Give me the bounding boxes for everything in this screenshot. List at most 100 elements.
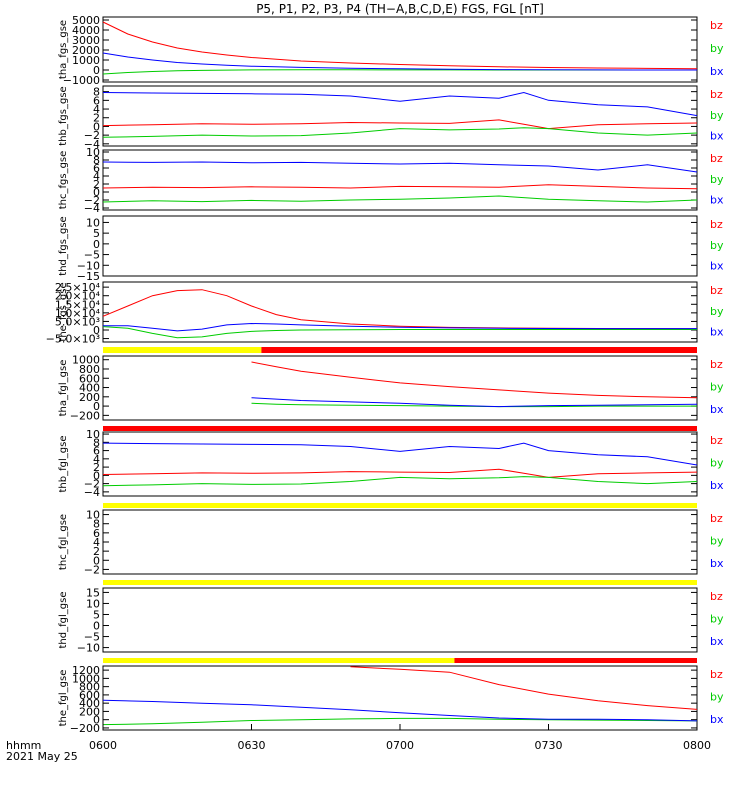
date-label: 2021 May 25 bbox=[6, 750, 78, 763]
y-axis-label: thb_fgl_gse bbox=[58, 436, 69, 493]
y-tick-label: −4 bbox=[84, 486, 100, 499]
flag-segment-red bbox=[454, 658, 697, 663]
legend-bx: bx bbox=[710, 65, 724, 78]
figure-title: P5, P1, P2, P3, P4 (TH−A,B,C,D,E) FGS, F… bbox=[256, 2, 544, 16]
legend-bz: bz bbox=[710, 19, 723, 32]
series-bx bbox=[102, 91, 698, 117]
legend-bz: bz bbox=[710, 512, 723, 525]
panel-frame bbox=[102, 149, 698, 211]
y-tick-label: 3000 bbox=[72, 34, 100, 47]
legend-bx: bx bbox=[710, 635, 724, 648]
y-tick-label: 6 bbox=[93, 527, 100, 540]
series-bz bbox=[102, 119, 698, 130]
series-bz bbox=[102, 289, 698, 330]
series-bz bbox=[102, 21, 698, 70]
y-tick-label: 800 bbox=[79, 363, 100, 376]
legend-by: by bbox=[710, 457, 724, 470]
y-tick-label: 1.0×10⁴ bbox=[55, 307, 101, 320]
series-by bbox=[102, 326, 697, 339]
y-tick-label: 1200 bbox=[72, 664, 100, 677]
panel-frame bbox=[102, 355, 698, 421]
y-tick-label: 10 bbox=[86, 216, 100, 229]
panel-frame bbox=[102, 587, 698, 653]
y-tick-label: 6 bbox=[93, 94, 100, 107]
x-unit-label: hhmm bbox=[6, 739, 41, 752]
y-tick-label: −2 bbox=[84, 129, 100, 142]
series-bx bbox=[103, 322, 697, 332]
y-axis-label: tha_fgs_gse bbox=[58, 20, 69, 79]
legend-bz: bz bbox=[710, 152, 723, 165]
legend-bz: bz bbox=[710, 668, 723, 681]
y-axis-label: thc_fgs_gse bbox=[58, 151, 69, 210]
y-tick-label: 5 bbox=[93, 227, 100, 240]
legend-bx: bx bbox=[710, 326, 724, 339]
x-tick-label: 0600 bbox=[89, 739, 117, 752]
legend-by: by bbox=[710, 613, 724, 626]
y-axis-label: thb_fgs_gse bbox=[58, 86, 69, 145]
panel-frame bbox=[102, 509, 698, 575]
panel-frame bbox=[102, 85, 698, 147]
y-tick-label: 8 bbox=[93, 436, 100, 449]
y-tick-label: 200 bbox=[79, 705, 100, 718]
y-tick-label: 0 bbox=[93, 64, 100, 77]
panel-frame bbox=[102, 16, 698, 83]
series-by bbox=[251, 402, 697, 408]
y-tick-label: 10 bbox=[86, 146, 100, 159]
panel-frame bbox=[102, 281, 698, 343]
series-by bbox=[102, 476, 698, 487]
y-tick-label: 0 bbox=[93, 714, 100, 727]
legend-bz: bz bbox=[710, 218, 723, 231]
legend-by: by bbox=[710, 535, 724, 548]
y-tick-label: 600 bbox=[79, 372, 100, 385]
y-tick-label: 1.5×10⁴ bbox=[55, 298, 101, 311]
y-tick-label: 1000 bbox=[72, 354, 100, 367]
y-tick-label: 0 bbox=[93, 400, 100, 413]
series-bz bbox=[350, 666, 698, 710]
legend-bx: bx bbox=[710, 130, 724, 143]
y-tick-label: 10 bbox=[86, 428, 100, 441]
y-tick-label: 5.0×10³ bbox=[55, 315, 100, 328]
y-tick-label: 0 bbox=[93, 554, 100, 567]
y-tick-label: 0 bbox=[93, 469, 100, 482]
y-tick-label: 0 bbox=[93, 238, 100, 251]
series-by bbox=[102, 127, 698, 138]
y-tick-label: 4 bbox=[93, 170, 100, 183]
legend-by: by bbox=[710, 381, 724, 394]
y-tick-label: 0 bbox=[93, 120, 100, 133]
y-tick-label: −5 bbox=[84, 249, 100, 262]
flag-bars bbox=[103, 347, 697, 663]
panel-the_fgs_gse: 2.5×10⁴2.0×10⁴1.5×10⁴1.0×10⁴5.0×10³0−5.0… bbox=[46, 281, 724, 345]
legend-bx: bx bbox=[710, 403, 724, 416]
legend-by: by bbox=[710, 42, 724, 55]
y-tick-label: −2 bbox=[84, 194, 100, 207]
legend-by: by bbox=[710, 691, 724, 704]
y-tick-label: 4 bbox=[93, 536, 100, 549]
series-by bbox=[102, 195, 698, 203]
legend-bx: bx bbox=[710, 557, 724, 570]
y-tick-label: 800 bbox=[79, 681, 100, 694]
y-tick-label: −4 bbox=[84, 138, 100, 151]
y-axis-label: thc_fgl_gse bbox=[58, 514, 69, 570]
y-tick-label: 10 bbox=[86, 509, 100, 522]
y-tick-label: 6 bbox=[93, 162, 100, 175]
series-bz bbox=[251, 361, 698, 399]
y-tick-label: 5 bbox=[93, 608, 100, 621]
y-tick-label: 8 bbox=[93, 154, 100, 167]
y-tick-label: −5 bbox=[84, 631, 100, 644]
legend-by: by bbox=[710, 305, 724, 318]
legend-bz: bz bbox=[710, 88, 723, 101]
y-tick-label: 4000 bbox=[72, 24, 100, 37]
y-axis-label: thd_fgs_gse bbox=[58, 216, 69, 275]
y-tick-label: 2.0×10⁴ bbox=[55, 290, 101, 303]
legend-bx: bx bbox=[710, 479, 724, 492]
y-tick-label: −4 bbox=[84, 202, 100, 215]
flag-segment-red bbox=[103, 426, 697, 431]
